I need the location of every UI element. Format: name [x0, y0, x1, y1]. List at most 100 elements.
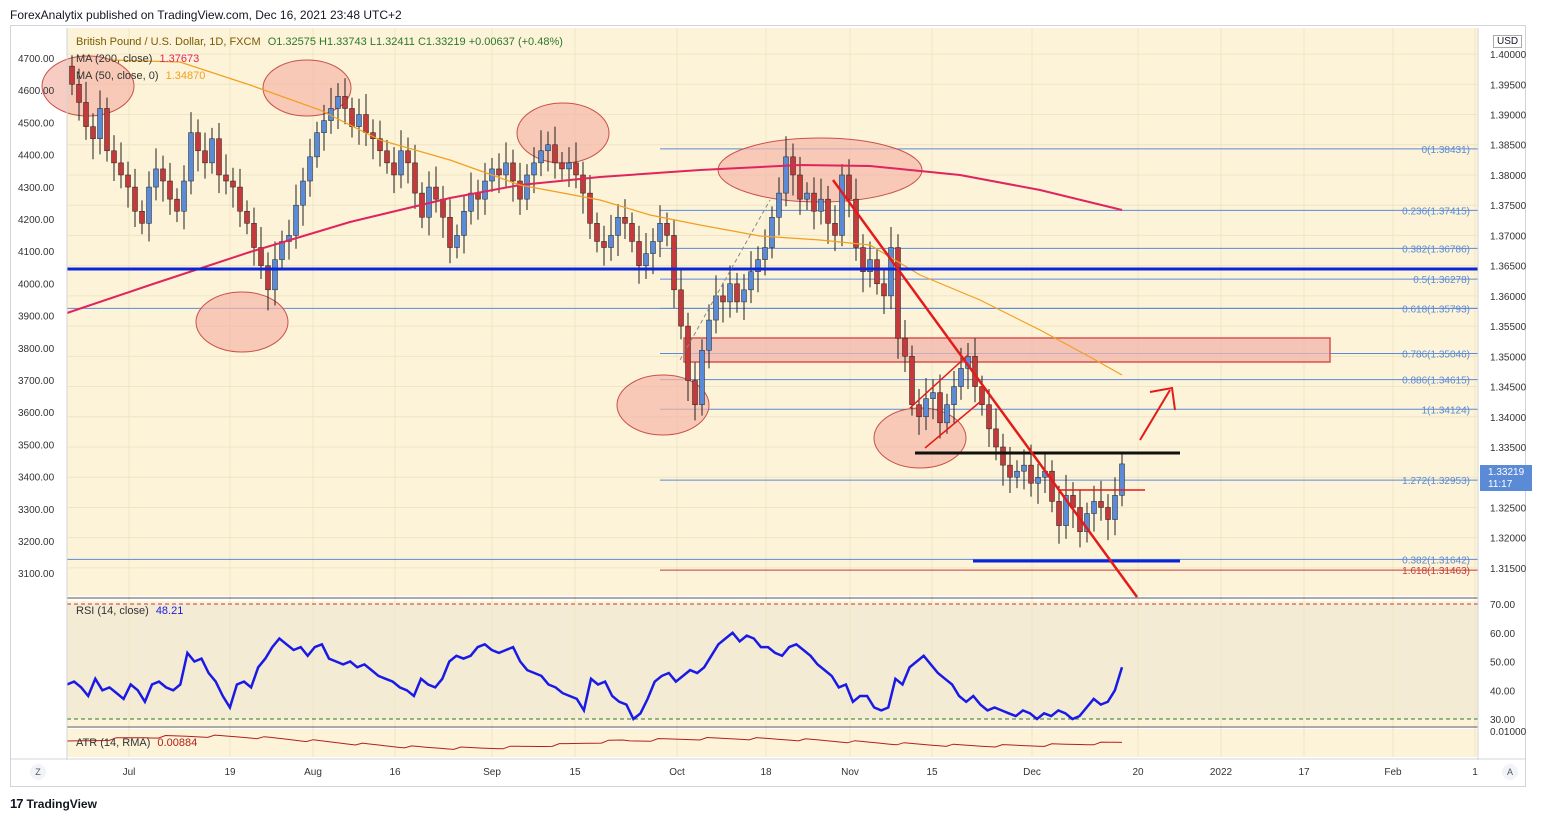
rsi-band [67, 604, 1478, 719]
fib-label: 1.618(1.31463) [1402, 566, 1470, 577]
legend-ma200[interactable]: MA (200, close) 1.37673 [76, 53, 199, 65]
candle-body [188, 132, 194, 182]
rsi-label: RSI (14, close) [76, 605, 149, 617]
candle-body [797, 174, 803, 200]
candle-body [118, 162, 124, 176]
candle-body [993, 428, 999, 448]
candle-body [538, 150, 544, 164]
candle-body [244, 210, 250, 224]
auto-scale-button[interactable]: A [1502, 764, 1518, 780]
candle-body [699, 350, 705, 405]
legend-symbol: British Pound / U.S. Dollar, 1D, FXCM O1… [76, 36, 563, 48]
candle-body [461, 210, 467, 236]
ohlc-values: O1.32575 H1.33743 L1.32411 C1.33219 +0.0… [267, 36, 563, 48]
candle-body [503, 162, 509, 176]
price-pane-bg [67, 28, 1478, 596]
y-left-tick: 3600.00 [18, 408, 55, 419]
candle-body [1035, 476, 1041, 484]
candle-body [307, 156, 313, 182]
y-left-tick: 4700.00 [18, 54, 55, 65]
y-right-tick: 1.32000 [1490, 534, 1527, 545]
candle-body [755, 259, 761, 272]
candle-body [377, 138, 383, 152]
fib-label: 0.786(1.35046) [1402, 350, 1470, 361]
legend-atr[interactable]: ATR (14, RMA) 0.00884 [76, 737, 197, 749]
x-tick: 1 [1472, 767, 1478, 778]
candle-body [951, 386, 957, 405]
candle-body [132, 186, 138, 212]
candle-body [594, 223, 600, 242]
atr-tick: 0.01000 [1490, 727, 1527, 738]
candle-body [727, 283, 733, 303]
symbol-label: British Pound / U.S. Dollar, 1D, FXCM [76, 36, 261, 48]
candle-body [174, 198, 180, 212]
candle-body [230, 180, 236, 188]
y-left-tick: 3900.00 [18, 312, 55, 323]
atr-label: ATR (14, RMA) [76, 737, 151, 749]
currency-button[interactable]: USD [1493, 35, 1523, 48]
candle-body [293, 204, 299, 236]
fib-label: 0(1.38431) [1422, 145, 1470, 156]
x-tick: Dec [1023, 767, 1041, 778]
candle-body [762, 247, 768, 260]
publisher-header: ForexAnalytix published on TradingView.c… [10, 8, 402, 22]
ma200-label: MA (200, close) [76, 53, 153, 65]
x-tick: 19 [224, 767, 236, 778]
candle-body [440, 198, 446, 218]
y-right-tick: 1.38000 [1490, 171, 1527, 182]
y-left-tick: 4200.00 [18, 215, 55, 226]
footer-brand-label: TradingView [26, 796, 97, 811]
candle-body [531, 162, 537, 176]
candle-body [412, 162, 418, 194]
candle-body [1084, 513, 1090, 532]
candle-body [482, 180, 488, 200]
drawings [67, 179, 1478, 598]
candle-body [839, 174, 845, 236]
candle-body [573, 162, 579, 176]
candle-body [720, 295, 726, 303]
y-left-tick: 3700.00 [18, 376, 55, 387]
zoom-button[interactable]: Z [30, 764, 46, 780]
candle-body [125, 174, 131, 188]
candle-body [153, 168, 159, 188]
candle-body [860, 247, 866, 272]
x-tick: Nov [841, 767, 859, 778]
candle-body [1021, 464, 1027, 472]
bar-countdown: 11:17 [1488, 479, 1513, 490]
fib-label: 0.5(1.36278) [1413, 275, 1470, 286]
up-arrow-shaft [1139, 389, 1171, 441]
x-tick: 17 [1298, 767, 1310, 778]
y-left-tick: 3100.00 [18, 569, 55, 580]
rsi-tick: 30.00 [1490, 715, 1515, 726]
rsi-series [66, 603, 1478, 721]
y-right-tick: 1.39500 [1490, 80, 1527, 91]
candle-body [251, 223, 257, 248]
y-right-tick: 1.34000 [1490, 413, 1527, 424]
candle-body [832, 223, 838, 236]
candle-body [349, 108, 355, 127]
candle-body [265, 265, 271, 291]
x-tick: Sep [483, 767, 501, 778]
candle-body [468, 192, 474, 212]
candle-body [769, 217, 775, 248]
y-right-tick: 1.35000 [1490, 352, 1527, 363]
legend-rsi[interactable]: RSI (14, close) 48.21 [76, 605, 183, 617]
fib-label: 0.618(1.35793) [1402, 304, 1470, 315]
atr-line [66, 734, 1123, 750]
legend-ma50[interactable]: MA (50, close, 0) 1.34870 [76, 70, 205, 82]
overlays [41, 55, 1331, 469]
candle-body [685, 325, 691, 381]
candle-body [69, 65, 75, 85]
fib-label: 0.236(1.37415) [1402, 206, 1470, 217]
rsi-tick: 70.00 [1490, 600, 1515, 611]
candle-body [671, 235, 677, 291]
candle-body [1049, 470, 1055, 502]
candle-body [629, 223, 635, 242]
candle-body [447, 217, 453, 248]
ma50-line [109, 59, 1123, 376]
y-right-tick: 1.40000 [1490, 50, 1527, 61]
candle-body [643, 253, 649, 266]
tradingview-logo-icon: 17 [10, 796, 24, 811]
x-tick: Oct [669, 767, 685, 778]
